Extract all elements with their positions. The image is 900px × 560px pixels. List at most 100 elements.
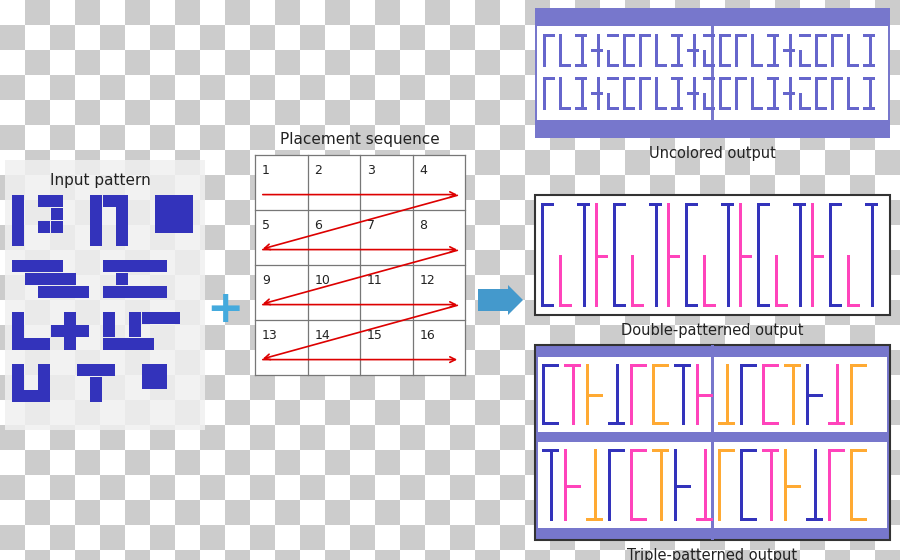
Bar bbox=[850, 550, 875, 560]
Bar bbox=[739, 203, 742, 307]
Bar bbox=[325, 50, 350, 75]
Bar bbox=[875, 400, 900, 425]
Bar bbox=[850, 150, 875, 175]
Bar bbox=[425, 300, 450, 325]
Bar bbox=[575, 525, 600, 550]
Bar bbox=[50, 75, 75, 100]
Bar bbox=[425, 550, 450, 560]
Bar bbox=[300, 400, 325, 425]
Bar bbox=[500, 550, 525, 560]
Bar bbox=[696, 518, 713, 521]
Bar bbox=[500, 250, 525, 275]
Bar bbox=[175, 200, 200, 225]
Bar bbox=[575, 0, 600, 25]
Bar bbox=[450, 550, 475, 560]
Bar bbox=[475, 475, 500, 500]
Bar bbox=[535, 345, 890, 540]
Bar bbox=[275, 375, 300, 400]
Bar bbox=[700, 150, 725, 175]
Bar bbox=[650, 350, 675, 375]
Bar bbox=[559, 64, 571, 67]
Bar bbox=[425, 225, 450, 250]
Bar bbox=[75, 25, 100, 50]
Bar bbox=[875, 275, 900, 300]
Bar bbox=[200, 450, 225, 475]
Bar bbox=[800, 500, 825, 525]
Bar bbox=[535, 23, 890, 26]
Bar bbox=[564, 449, 567, 521]
Bar bbox=[773, 77, 776, 110]
Bar bbox=[125, 200, 150, 225]
Bar bbox=[300, 475, 325, 500]
Bar bbox=[225, 25, 250, 50]
Bar bbox=[275, 350, 300, 375]
Bar bbox=[600, 525, 625, 550]
Bar bbox=[475, 0, 500, 25]
Bar bbox=[800, 550, 825, 560]
Bar bbox=[735, 77, 747, 80]
Bar bbox=[799, 93, 802, 109]
Bar bbox=[775, 200, 800, 225]
Bar bbox=[525, 550, 550, 560]
Bar bbox=[175, 25, 200, 50]
Bar bbox=[800, 375, 825, 400]
Bar bbox=[175, 275, 200, 300]
Bar bbox=[325, 225, 350, 250]
Bar bbox=[350, 450, 375, 475]
Bar bbox=[50, 550, 75, 560]
Bar bbox=[625, 75, 650, 100]
Bar bbox=[250, 175, 275, 200]
Bar bbox=[674, 485, 691, 488]
Bar bbox=[525, 50, 550, 75]
Bar bbox=[700, 300, 725, 325]
Bar bbox=[850, 518, 867, 521]
Bar bbox=[825, 475, 850, 500]
Bar bbox=[525, 100, 550, 125]
Bar bbox=[125, 250, 150, 275]
Bar bbox=[625, 350, 650, 375]
Bar bbox=[575, 350, 600, 375]
Bar bbox=[200, 100, 225, 125]
Bar bbox=[550, 50, 575, 75]
Bar bbox=[125, 500, 150, 525]
Bar bbox=[875, 475, 900, 500]
Bar bbox=[655, 64, 667, 67]
Bar bbox=[51, 221, 63, 233]
Bar bbox=[150, 150, 175, 175]
Bar bbox=[750, 175, 775, 200]
Bar bbox=[875, 125, 900, 150]
Bar bbox=[0, 375, 25, 400]
Bar bbox=[639, 34, 651, 37]
Bar bbox=[350, 100, 375, 125]
Bar bbox=[600, 550, 625, 560]
Bar bbox=[677, 34, 680, 67]
Bar bbox=[100, 225, 125, 250]
Bar bbox=[675, 50, 700, 75]
Bar bbox=[550, 0, 575, 25]
Bar bbox=[250, 350, 275, 375]
Bar bbox=[616, 364, 619, 425]
Bar bbox=[175, 250, 200, 275]
Bar bbox=[0, 50, 25, 75]
Bar bbox=[0, 475, 25, 500]
Bar bbox=[125, 375, 150, 400]
Bar bbox=[847, 77, 850, 110]
Bar bbox=[325, 500, 350, 525]
Bar bbox=[750, 125, 775, 150]
Bar bbox=[500, 425, 525, 450]
Bar bbox=[543, 34, 546, 67]
Bar bbox=[767, 64, 779, 67]
Text: Input pattern: Input pattern bbox=[50, 173, 150, 188]
Bar bbox=[200, 150, 225, 175]
Bar bbox=[50, 100, 75, 125]
Bar bbox=[575, 475, 600, 500]
Bar bbox=[75, 125, 100, 150]
Bar bbox=[751, 64, 763, 67]
Bar bbox=[525, 200, 550, 225]
Bar bbox=[200, 25, 225, 50]
Bar bbox=[175, 125, 200, 150]
Bar bbox=[450, 175, 475, 200]
Bar bbox=[550, 100, 575, 125]
Bar bbox=[700, 50, 725, 75]
Bar bbox=[450, 150, 475, 175]
